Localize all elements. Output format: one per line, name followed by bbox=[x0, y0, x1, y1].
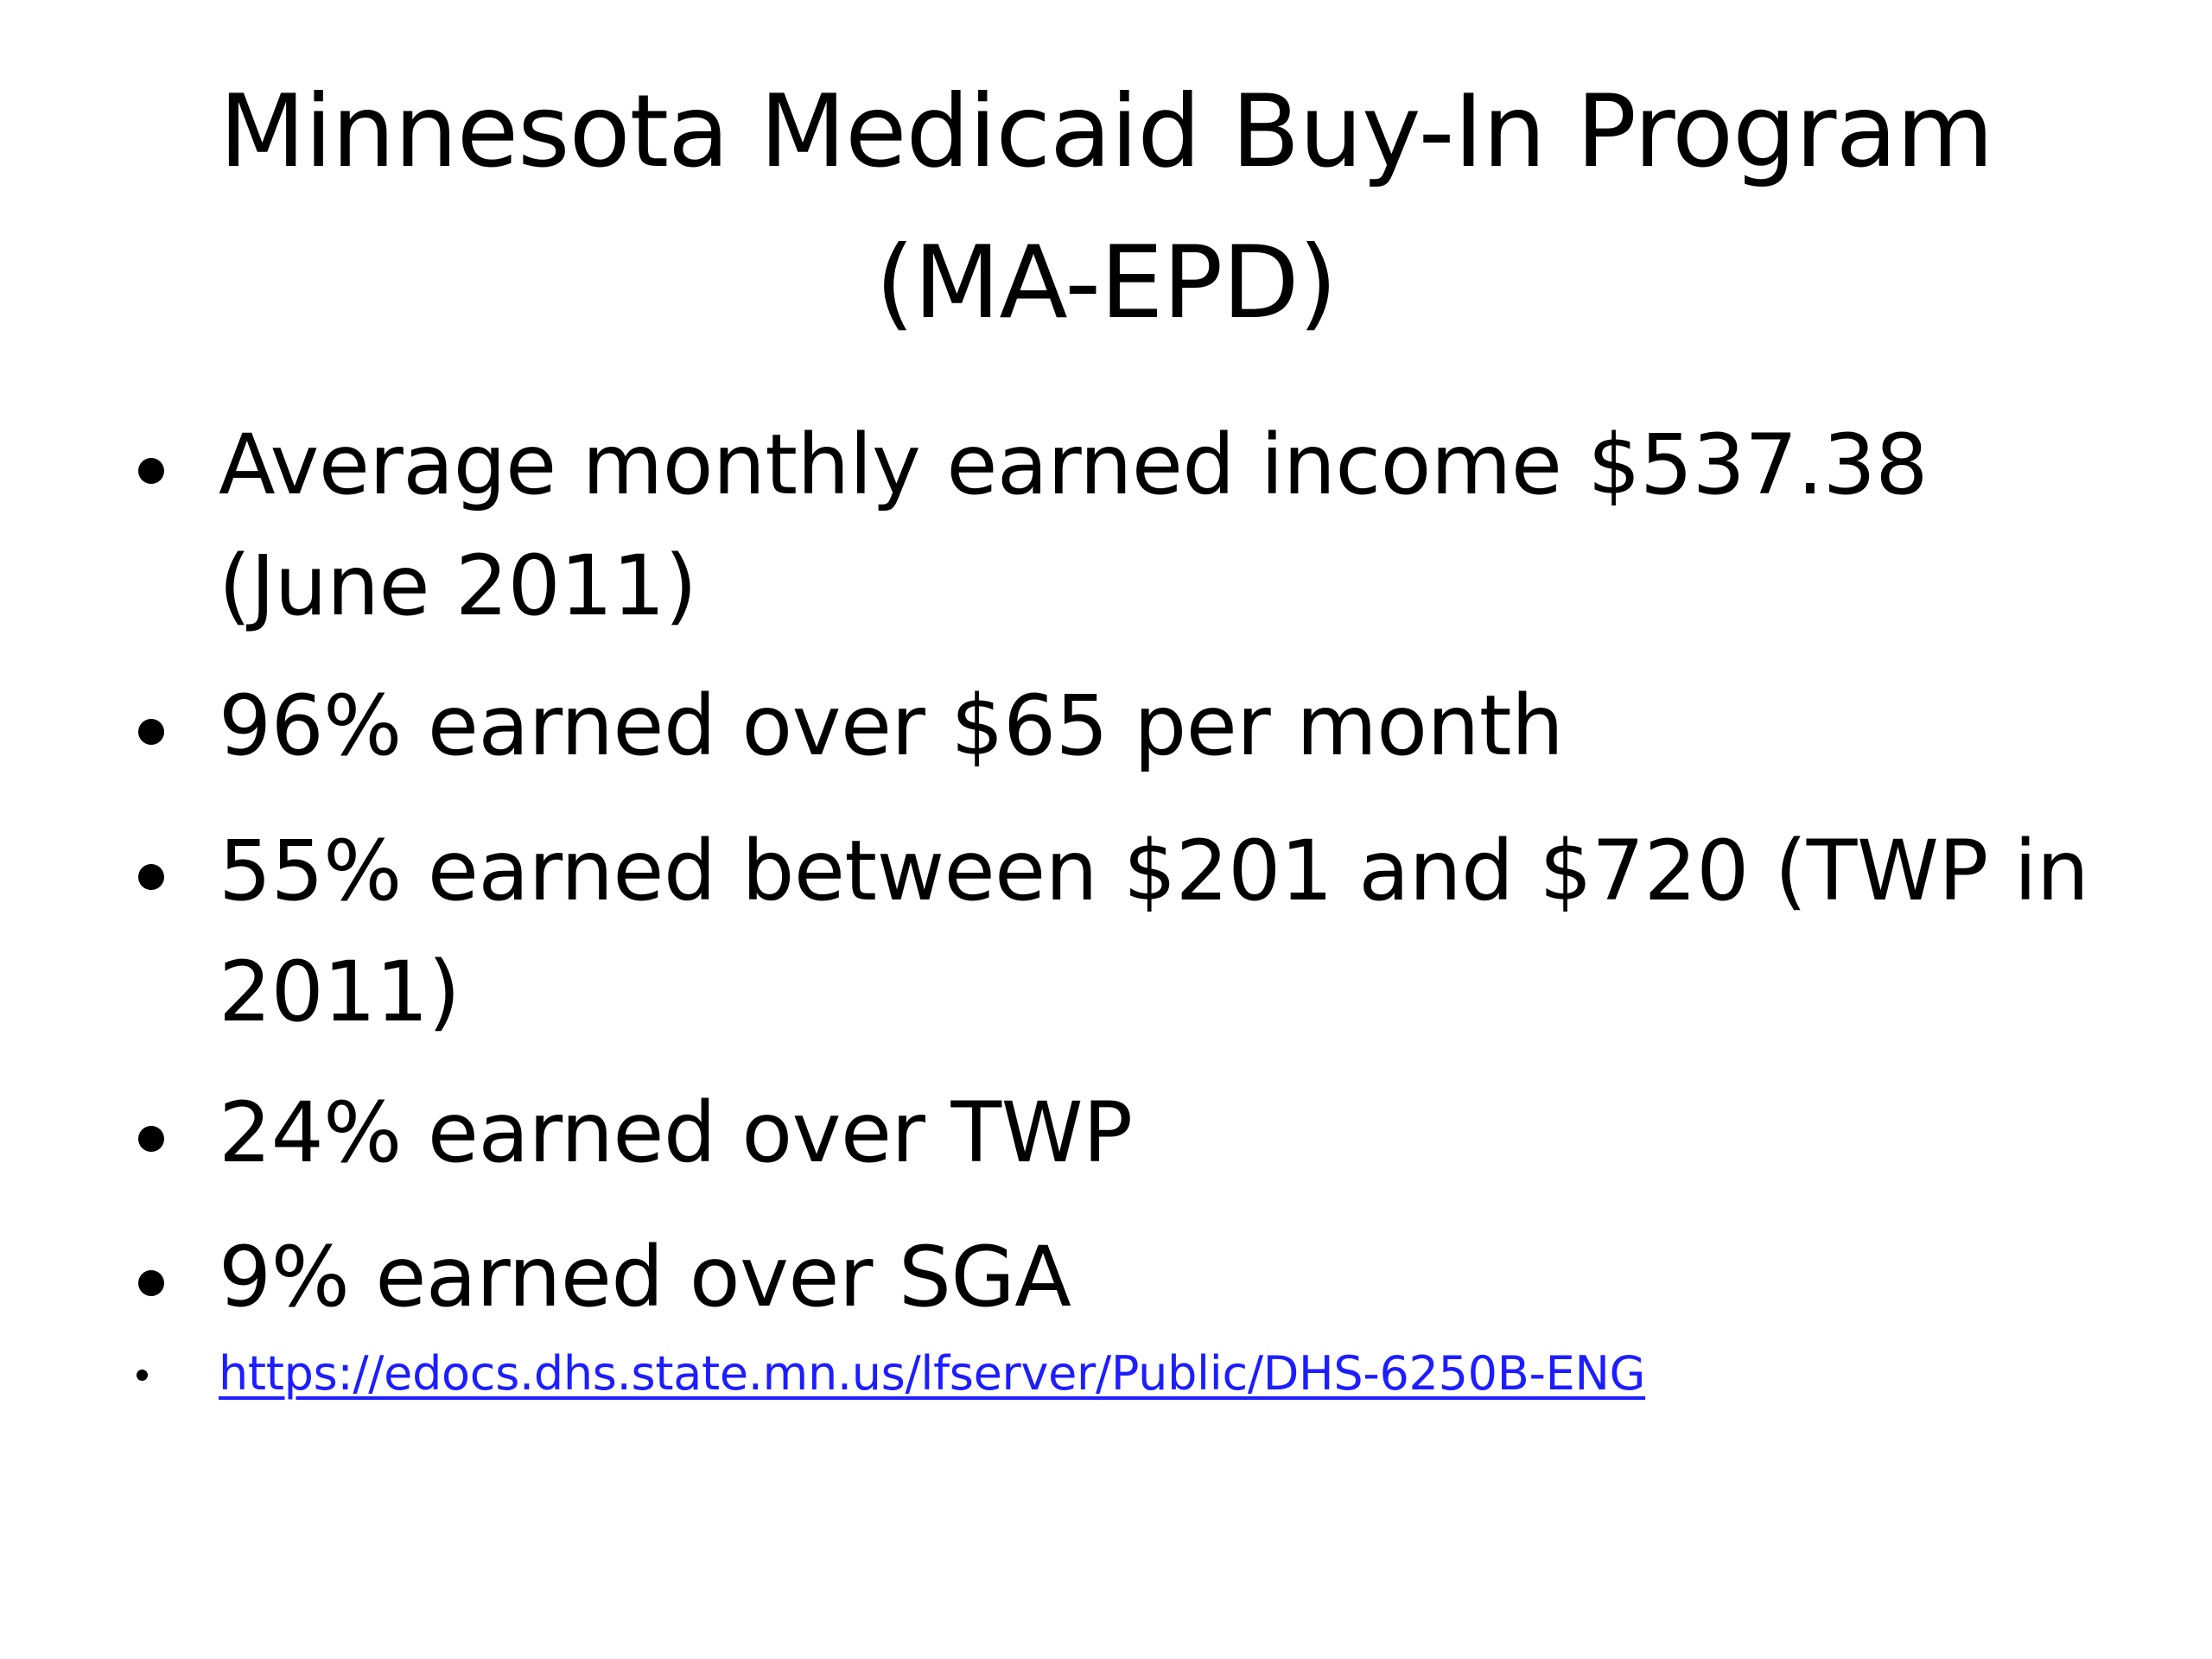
bullet-dot-icon bbox=[138, 719, 164, 745]
bullet-3-line-1: 55% earned between $201 and $720 (TWP in bbox=[219, 823, 2089, 919]
bullet-dot-icon bbox=[138, 458, 164, 484]
bullet-3-line-2: 2011) bbox=[219, 944, 461, 1040]
bullet-dot-icon bbox=[137, 1370, 148, 1381]
bullet-dot-icon bbox=[138, 864, 164, 890]
slide-title-line-1: Minnesota Medicaid Buy-In Program bbox=[219, 73, 1993, 190]
bullet-1-line-2: (June 2011) bbox=[219, 537, 697, 634]
slide-title-line-2: (MA-EPD) bbox=[875, 225, 1338, 341]
bullet-4-line-1: 24% earned over TWP bbox=[219, 1084, 1133, 1181]
bullet-2-line-1: 96% earned over $65 per month bbox=[219, 677, 1564, 774]
bullet-dot-icon bbox=[138, 1270, 164, 1296]
source-link[interactable]: https://edocs.dhs.state.mn.us/lfserver/P… bbox=[219, 1346, 1646, 1401]
bullet-5-line-1: 9% earned over SGA bbox=[219, 1229, 1071, 1325]
bullet-1-line-1: Average monthly earned income $537.38 bbox=[219, 416, 1928, 513]
bullet-dot-icon bbox=[138, 1126, 164, 1152]
